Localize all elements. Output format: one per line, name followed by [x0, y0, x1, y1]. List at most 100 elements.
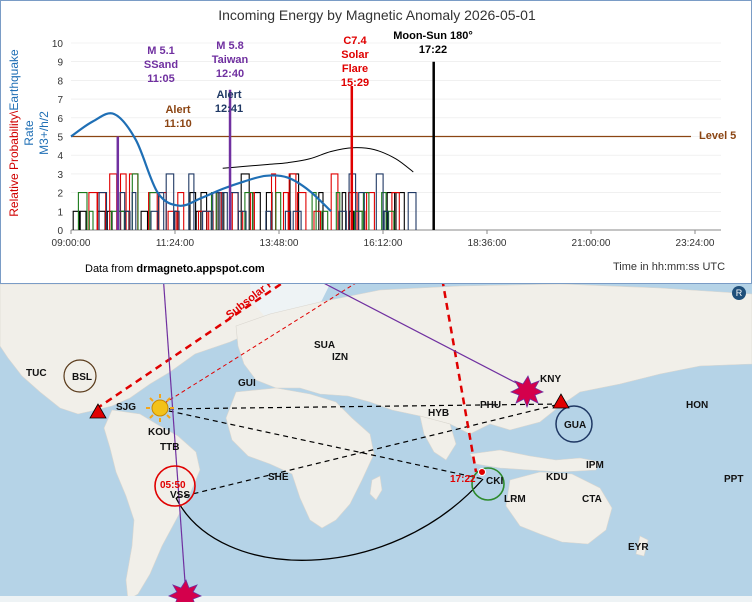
annotation-taiwan-line2: Taiwan: [211, 54, 249, 66]
land-new-zealand: [635, 535, 649, 557]
world-map[interactable]: Subsolar Point 05:50 17:22 TUCBSLSJGKOUT…: [0, 284, 752, 602]
station-ttb: TTB: [160, 442, 180, 453]
time-left-label: 05:50: [160, 480, 186, 491]
annotation-alert-2: Alert 12:41: [215, 88, 243, 116]
chart-panel: Incoming Energy by Magnetic Anomaly 2026…: [0, 0, 752, 284]
map-reset-icon[interactable]: R: [732, 286, 746, 300]
x-tick-label: 23:24:00: [676, 238, 715, 249]
annotation-ssand: M 5.1 SSand 11:05: [144, 44, 178, 86]
chart-title: Incoming Energy by Magnetic Anomaly 2026…: [218, 7, 536, 23]
plot-area: 0 1 2 3 4 5 6 7 8 9 10 09:00:00 11:24:00 13:48:00 16:1…: [52, 39, 721, 249]
path-kou-cki: [159, 408, 484, 480]
station-gui: GUI: [238, 378, 256, 389]
tick-labels: 0 1 2 3 4 5 6 7 8 9 10 09:00:00 11:24:00 13:48:00 16:1…: [52, 39, 715, 249]
land-africa: [225, 387, 375, 529]
y-tick-label: 9: [57, 58, 63, 69]
station-ipm: IPM: [586, 460, 604, 471]
station-bsl: BSL: [72, 372, 92, 383]
vss-circle: [154, 465, 196, 507]
x-axis-label: Time in hh:mm:ss UTC: [613, 261, 726, 273]
station-kdu: KDU: [546, 472, 568, 483]
annotation-alert-2-line2: 12:41: [214, 103, 244, 115]
annotation-alert-1-line1: Alert: [165, 104, 191, 116]
annotation-moon-line2: 17:22: [418, 44, 448, 56]
sun-icon: [146, 394, 174, 422]
station-cki: CKI: [486, 476, 504, 487]
map-drawing: [0, 284, 752, 602]
data-source-prefix: Data from: [85, 263, 137, 275]
data-source-site: drmagneto.appspot.com: [136, 263, 265, 275]
station-tuc: TUC: [26, 368, 47, 379]
station-kny: KNY: [540, 374, 562, 385]
y-tick-label: 3: [57, 170, 63, 181]
y-tick-label: 0: [57, 226, 63, 237]
land-australia: [505, 471, 613, 545]
station-hon: HON: [686, 400, 709, 411]
land-indonesia: [469, 449, 601, 473]
annotation-ssand-line3: 11:05: [147, 73, 175, 85]
annotation-moon-line1: Moon-Sun 180°: [393, 30, 473, 42]
data-source: Data from drmagneto.appspot.com: [85, 263, 265, 275]
x-tick-label: 09:00:00: [52, 238, 91, 249]
path-taiwan: [324, 284, 527, 389]
land-antarctica: [0, 596, 752, 602]
land-india: [419, 415, 457, 461]
x-tick-label: 13:48:00: [260, 238, 299, 249]
quake-burst-ssand: [168, 579, 202, 602]
y-tick-label: 10: [52, 39, 64, 50]
annotation-flare-line3: Flare: [341, 63, 369, 75]
x-tick-label: 16:12:00: [364, 238, 403, 249]
envelope-curve: [222, 147, 414, 173]
land-south-america: [103, 409, 201, 601]
y-tick-label: 4: [57, 151, 63, 162]
annotation-ssand-line2: SSand: [143, 59, 179, 71]
time-right-label: 17:22: [450, 474, 476, 485]
land-madagascar: [369, 475, 383, 501]
y-tick-label: 8: [57, 76, 63, 87]
path-moon-sun: [159, 284, 356, 407]
earthquake-rate-curve: [70, 112, 332, 213]
path-vss-cki-arc: [175, 478, 484, 561]
level-line-label: Level 5: [699, 130, 737, 142]
annotation-alert-1: Alert 11:10: [164, 103, 192, 131]
annotation-taiwan: M 5.8 Taiwan 12:40: [212, 39, 248, 81]
station-sua: SUA: [314, 340, 336, 351]
annotation-flare-line4: 15:29: [340, 77, 370, 89]
annotation-moon-sun: Moon-Sun 180° 17:22: [393, 29, 473, 57]
annotation-taiwan-line1: M 5.8: [216, 40, 244, 52]
y-tick-label: 6: [57, 114, 63, 125]
cki-marker: [478, 468, 486, 476]
station-she: SHE: [268, 472, 289, 483]
annotation-alert-1-line2: 11:10: [164, 118, 192, 130]
path-ssand: [163, 284, 187, 597]
path-kou-gua: [159, 403, 561, 410]
cki-circle: [471, 467, 505, 501]
annotation-taiwan-line3: 12:40: [215, 68, 245, 80]
event-spikes: [116, 61, 435, 230]
path-vss-gua: [175, 403, 561, 499]
annotation-flare-line1: C7.4: [343, 35, 367, 47]
path-moon-down: [441, 284, 478, 473]
bsl-circle: [63, 359, 97, 393]
annotation-solar-flare: C7.4 Solar Flare 15:29: [341, 34, 369, 90]
station-sjg: SJG: [116, 402, 137, 413]
station-ppt: PPT: [724, 474, 744, 485]
y-tick-label: 1: [57, 207, 63, 218]
quake-burst-taiwan: [510, 375, 544, 409]
station-vss: VSS: [170, 490, 191, 501]
activity-bars: [72, 173, 417, 230]
land-eurasia: [235, 284, 752, 435]
station-izn: IZN: [332, 352, 349, 363]
station-kou: KOU: [148, 427, 171, 438]
y-tick-label: 7: [57, 95, 63, 106]
x-tick-label: 21:00:00: [572, 238, 611, 249]
x-tick-label: 11:24:00: [156, 238, 195, 249]
curves: [70, 112, 691, 213]
map-connections: [95, 284, 561, 597]
annotation-flare-line2: Solar: [341, 49, 369, 61]
station-hyb: HYB: [428, 408, 450, 419]
triangle-caribbean: [89, 403, 107, 419]
path-subsolar: [95, 284, 284, 411]
y-tick-label: 2: [57, 189, 63, 200]
gua-circle: [555, 405, 593, 443]
